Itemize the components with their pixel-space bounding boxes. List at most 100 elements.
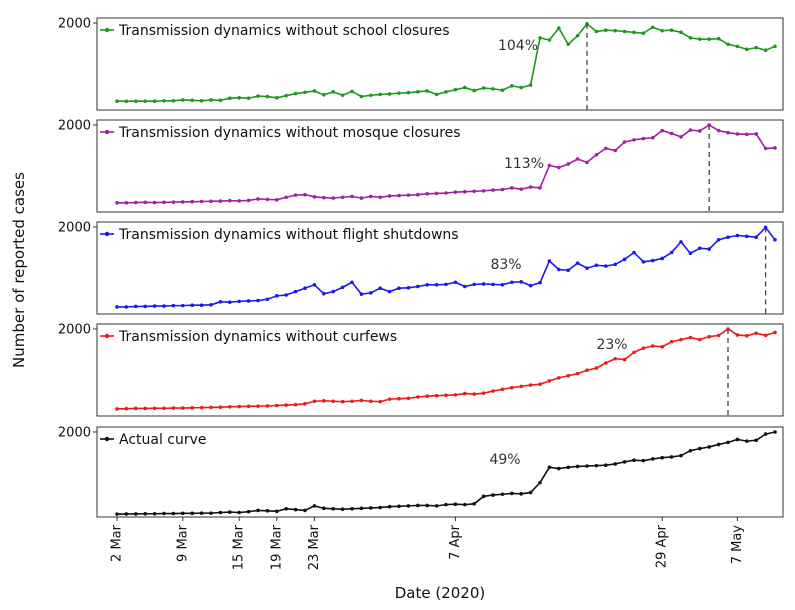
point bbox=[265, 509, 270, 513]
point bbox=[453, 280, 458, 285]
point bbox=[500, 492, 505, 497]
point bbox=[453, 393, 458, 397]
point bbox=[275, 96, 279, 100]
point bbox=[660, 128, 664, 133]
point bbox=[209, 302, 213, 307]
point bbox=[387, 194, 392, 198]
point bbox=[256, 508, 260, 513]
point bbox=[519, 384, 523, 389]
point bbox=[444, 282, 448, 287]
point bbox=[463, 189, 467, 194]
point bbox=[754, 132, 758, 136]
point bbox=[679, 337, 683, 342]
point bbox=[246, 404, 251, 409]
point bbox=[688, 335, 693, 340]
point bbox=[669, 455, 674, 459]
point bbox=[735, 233, 740, 238]
point bbox=[528, 83, 533, 87]
point bbox=[134, 512, 138, 516]
point bbox=[632, 30, 636, 35]
point bbox=[491, 188, 495, 192]
point bbox=[265, 94, 270, 99]
point bbox=[162, 406, 166, 411]
point bbox=[124, 305, 129, 309]
point bbox=[613, 262, 617, 267]
x-axis-label: Date (2020) bbox=[395, 584, 486, 602]
point bbox=[735, 333, 740, 337]
point bbox=[312, 399, 317, 404]
point bbox=[199, 405, 204, 410]
point bbox=[622, 140, 627, 144]
x-tick-label: 2 Mar bbox=[110, 524, 125, 562]
point bbox=[199, 98, 204, 103]
point bbox=[745, 47, 749, 52]
point bbox=[557, 165, 561, 170]
point bbox=[237, 199, 241, 203]
y-tick-label: 2000 bbox=[58, 221, 91, 236]
point bbox=[331, 289, 336, 294]
point bbox=[510, 84, 514, 88]
point bbox=[152, 511, 157, 516]
point bbox=[575, 261, 580, 265]
point bbox=[228, 96, 232, 101]
point bbox=[416, 192, 420, 197]
point bbox=[331, 506, 336, 511]
point bbox=[397, 286, 401, 291]
point bbox=[256, 197, 260, 201]
point bbox=[500, 283, 505, 287]
point bbox=[171, 200, 176, 204]
point bbox=[425, 503, 430, 508]
point bbox=[641, 136, 646, 141]
legend-label: Transmission dynamics without mosque clo… bbox=[118, 125, 461, 141]
point bbox=[726, 440, 730, 445]
point bbox=[463, 502, 467, 507]
point bbox=[162, 98, 166, 103]
point bbox=[594, 152, 599, 157]
y-tick-label: 2000 bbox=[58, 119, 91, 134]
point bbox=[547, 259, 552, 263]
point bbox=[538, 382, 542, 387]
point bbox=[434, 92, 439, 97]
point bbox=[641, 458, 646, 463]
point bbox=[199, 511, 204, 515]
legend-label: Transmission dynamics without curfews bbox=[118, 329, 397, 345]
point bbox=[688, 251, 693, 256]
point bbox=[350, 506, 354, 511]
point bbox=[228, 300, 232, 305]
point bbox=[303, 508, 307, 513]
x-tick-label: 23 Mar bbox=[307, 524, 322, 570]
point bbox=[651, 135, 655, 140]
point bbox=[115, 200, 119, 205]
legend-marker bbox=[104, 436, 110, 442]
annotation: 83% bbox=[490, 257, 521, 273]
point bbox=[491, 87, 495, 91]
point bbox=[124, 406, 129, 411]
point bbox=[481, 391, 486, 395]
point bbox=[350, 280, 354, 285]
point bbox=[604, 28, 608, 33]
point bbox=[651, 344, 655, 348]
point bbox=[181, 406, 185, 410]
point bbox=[632, 458, 636, 463]
point bbox=[293, 193, 298, 197]
point bbox=[604, 146, 608, 151]
point bbox=[716, 442, 721, 447]
point bbox=[228, 404, 232, 409]
point bbox=[359, 94, 364, 99]
point bbox=[557, 466, 561, 471]
point bbox=[397, 504, 401, 509]
point bbox=[698, 337, 702, 342]
point bbox=[444, 502, 448, 507]
point bbox=[359, 292, 364, 296]
point bbox=[134, 304, 138, 309]
annotation: 49% bbox=[489, 452, 520, 468]
point bbox=[416, 503, 420, 508]
point bbox=[763, 146, 768, 151]
x-tick-label: 19 Mar bbox=[269, 524, 284, 570]
point bbox=[209, 511, 213, 515]
point bbox=[557, 26, 561, 30]
point bbox=[181, 200, 185, 204]
point bbox=[209, 199, 213, 204]
point bbox=[115, 407, 119, 411]
point bbox=[171, 98, 176, 103]
